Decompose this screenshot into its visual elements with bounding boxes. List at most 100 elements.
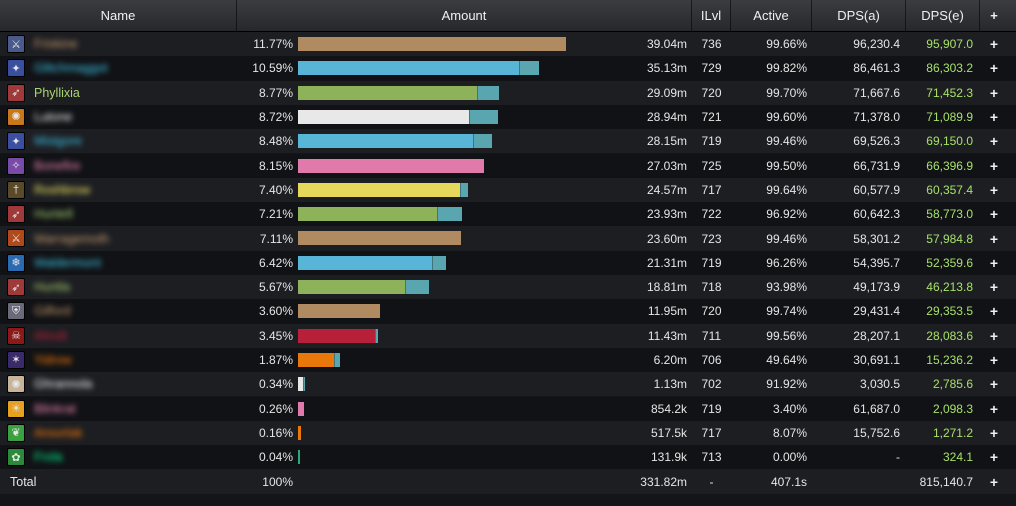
table-row[interactable]: ⛨ Gilford 3.60% 11.95m 720 99.74% 29,431.4 29,3… [0,299,1016,324]
expand-row-button[interactable]: + [989,109,999,126]
total-percent: 100% [262,474,293,489]
total-amount: 331.82m [640,474,687,489]
dps-active: 69,526.3 [853,134,900,149]
header-dps-e[interactable]: DPS(e) [921,8,964,23]
damage-amount: 29.09m [646,85,687,100]
mage-icon: ✦ [7,132,25,151]
dps-effective: 1,271.2 [932,425,973,440]
active-percent: 0.00% [772,450,807,465]
active-percent: 3.40% [772,401,807,416]
total-row: Total 100% 331.82m - 407.1s 815,140.7 + [0,469,1016,494]
expand-row-button[interactable]: + [989,84,999,101]
expand-row-button[interactable]: + [989,327,999,344]
damage-bar-fill [298,304,381,319]
table-row[interactable]: ➶ Huntell 7.21% 23.93m 722 96.92% 60,642.3 58,7… [0,202,1016,227]
damage-amount: 28.94m [646,110,687,125]
table-row[interactable]: ✺ Ghrannola 0.34% 1.13m 702 91.92% 3,030.5 2,78… [0,372,1016,397]
damage-percent: 8.77% [258,85,293,100]
table-row[interactable]: ☀ Blinkrat 0.26% 854.2k 719 3.40% 61,687.0 2,09… [0,396,1016,421]
header-dps-a[interactable]: DPS(a) [837,8,880,23]
damage-amount: 35.13m [646,61,687,76]
header-name[interactable]: Name [100,8,136,23]
table-row[interactable]: ✿ Frola 0.04% 131.9k 713 0.00% - 324.1 + [0,445,1016,470]
damage-bar-fill [298,352,334,367]
expand-row-button[interactable]: + [989,133,999,150]
total-dps-effective: 815,140.7 [919,474,973,489]
item-level: 711 [701,328,722,343]
header-expand-button[interactable]: + [990,8,998,23]
dps-active: - [896,450,900,465]
active-percent: 99.56% [766,328,807,343]
expand-row-button[interactable]: + [989,206,999,223]
player-name: Warragemoth [34,231,110,246]
dps-effective: 71,089.9 [926,110,973,125]
expand-row-button[interactable]: + [989,60,999,77]
table-row[interactable]: ❦ Ansorlak 0.16% 517.5k 717 8.07% 15,752.6 1,27… [0,420,1016,446]
expand-row-button[interactable]: + [989,157,999,174]
damage-bar-fill [298,328,375,343]
damage-percent: 0.16% [258,425,293,440]
header-active[interactable]: Active [753,8,789,23]
damage-percent: 7.40% [258,182,293,197]
dps-effective: 57,984.8 [926,231,973,246]
table-row[interactable]: ✦ Glitchmaggot 10.59% 35.13m 729 99.82% 86,461… [0,56,1016,81]
item-level: 725 [701,158,722,173]
expand-row-button[interactable]: + [989,376,999,393]
dps-active: 3,030.5 [859,377,900,392]
priest-icon: ✺ [7,107,25,126]
active-percent: 99.70% [766,85,807,100]
active-percent: 96.92% [766,207,807,222]
paladin-icon: ✧ [7,156,25,175]
expand-total-button[interactable]: + [989,473,999,490]
table-row[interactable]: ⚔ Friskine 11.77% 39.04m 736 99.66% 96,230.4 95… [0,32,1016,57]
expand-row-button[interactable]: + [989,181,999,198]
player-name: Ansorlak [34,425,83,440]
expand-row-button[interactable]: + [989,424,999,441]
table-row[interactable]: ⚔ Warragemoth 7.11% 23.60m 723 99.46% 58,301.2… [0,226,1016,251]
table-row[interactable]: ✶ Yidrow 1.87% 6.20m 706 49.64% 30,691.1 15,236… [0,347,1016,373]
table-row[interactable]: ✺ Lutone 8.72% 28.94m 721 99.60% 71,378.0 71,08… [0,104,1016,130]
table-row[interactable]: ➶ Huntla 5.67% 18.81m 718 93.98% 49,173.9 46,21… [0,275,1016,300]
expand-row-button[interactable]: + [989,230,999,247]
damage-amount: 28.15m [646,134,687,149]
dps-effective: 52,359.6 [926,255,973,270]
frost-icon: ❄ [7,253,25,272]
dps-active: 15,752.6 [853,425,900,440]
player-name: Lutone [34,110,73,125]
table-row[interactable]: ✦ Mistgore 8.48% 28.15m 719 99.46% 69,526.3 69,… [0,129,1016,154]
damage-percent: 7.11% [259,231,293,246]
table-row[interactable]: ☠ Ahrolt 3.45% 11.43m 711 99.56% 28,207.1 28,08… [0,323,1016,348]
total-label: Total [10,474,37,489]
damage-bar-extension [468,109,498,124]
damage-amount: 517.5k [650,425,687,440]
shield-icon: ⛨ [7,302,25,321]
active-percent: 99.46% [766,231,807,246]
dps-effective: 69,150.0 [926,134,973,149]
total-active: 407.1s [770,474,807,489]
expand-row-button[interactable]: + [989,303,999,320]
expand-row-button[interactable]: + [989,400,999,417]
dps-active: 71,378.0 [853,110,900,125]
table-row[interactable]: ✧ Bonefire 8.15% 27.03m 725 99.50% 66,731.9 66,… [0,153,1016,178]
expand-row-button[interactable]: + [989,36,999,53]
damage-bar-extension [404,280,429,294]
damage-percent: 1.87% [258,353,293,368]
header-ilvl[interactable]: ILvl [700,8,722,23]
active-percent: 99.82% [766,61,807,76]
table-row[interactable]: ❄ Waldermont 6.42% 21.31m 719 96.26% 54,395.7 5… [0,250,1016,275]
item-level: 713 [701,450,722,465]
damage-bar-extension [477,85,499,100]
expand-row-button[interactable]: + [989,352,999,369]
expand-row-button[interactable]: + [989,254,999,271]
item-level: 717 [701,425,722,440]
table-row[interactable]: † Roshbrow 7.40% 24.57m 717 99.64% 60,577.9 60,… [0,177,1016,203]
damage-percent: 0.34% [258,377,293,392]
damage-amount: 11.95m [647,304,687,319]
dps-active: 60,642.3 [853,207,900,222]
active-percent: 91.92% [766,377,807,392]
expand-row-button[interactable]: + [989,449,999,466]
expand-row-button[interactable]: + [989,279,999,296]
table-row[interactable]: ➶ Phyllixia 8.77% 29.09m 720 99.70% 71,667.6 71… [0,80,1016,105]
header-amount[interactable]: Amount [441,8,487,23]
